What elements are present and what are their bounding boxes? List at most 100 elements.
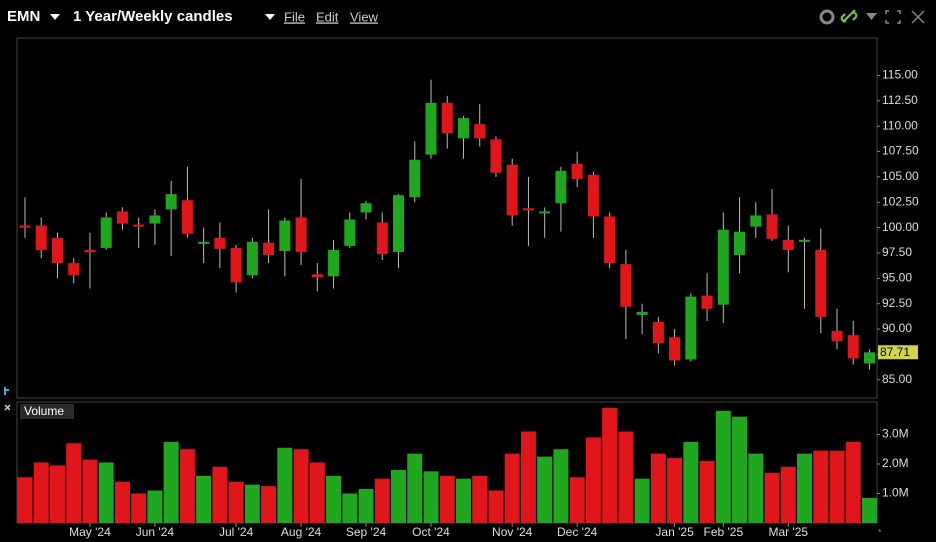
candle-body [116, 211, 128, 224]
candle-body [360, 203, 372, 213]
candle-body [133, 224, 145, 227]
volume-bar [520, 431, 536, 523]
volume-bar [715, 410, 731, 523]
candle-body [766, 214, 778, 239]
volume-bar [569, 477, 585, 523]
candle-body [263, 242, 275, 256]
candle-body [393, 195, 405, 252]
menu-edit[interactable]: Edit [316, 9, 339, 24]
period[interactable]: 1 Year/Weekly candles [73, 8, 233, 25]
settings-icon[interactable] [819, 9, 835, 25]
candle-body [571, 163, 583, 179]
x-tick-label: Feb '25 [703, 525, 743, 539]
candle-body [214, 237, 226, 249]
candle-body [636, 311, 648, 315]
symbol-dropdown[interactable] [50, 14, 60, 20]
volume-bar [845, 441, 861, 523]
y-tick-label: 97.50 [882, 245, 912, 259]
menu-view[interactable]: View [350, 9, 379, 24]
candle-body [295, 217, 307, 252]
candle-body [490, 139, 502, 173]
candle-body [506, 164, 518, 216]
candle-body [782, 239, 794, 250]
volume-bar [261, 486, 277, 523]
volume-bar [861, 497, 877, 523]
candle-body [376, 222, 388, 254]
last-price-box [878, 345, 918, 360]
corner-mark: * [878, 527, 882, 537]
candle-body [100, 217, 112, 248]
last-price-label: 87.71 [880, 345, 910, 359]
volume-bar [699, 461, 715, 523]
candle-body [669, 337, 681, 361]
candle-body [734, 231, 746, 256]
candle-body [717, 229, 729, 305]
x-tick-label: Dec '24 [557, 525, 598, 539]
volume-bar [114, 481, 130, 523]
volume-bar [98, 462, 114, 523]
volume-bar [66, 443, 82, 523]
volume-bar [196, 475, 212, 523]
candle-body [831, 331, 843, 342]
y-tick-label: 95.00 [882, 271, 912, 285]
candle-body [522, 208, 534, 211]
y-tick-label: 1.0M [882, 486, 909, 500]
volume-bar [553, 449, 569, 523]
x-tick-label: May '24 [69, 525, 111, 539]
volume-label-box [20, 404, 74, 419]
candle-body [750, 215, 762, 227]
volume-bar [244, 484, 260, 523]
remove-panel-icon[interactable] [4, 404, 11, 411]
volume-bar [326, 475, 342, 523]
candle-body [474, 124, 486, 139]
link-dropdown[interactable] [866, 13, 877, 20]
volume-bar [439, 475, 455, 523]
close-icon[interactable] [911, 10, 925, 24]
volume-bar [683, 441, 699, 523]
x-tick-label: Nov '24 [492, 525, 533, 539]
volume-bar [504, 453, 520, 523]
candle-body [799, 239, 811, 242]
x-tick-label: Sep '24 [346, 525, 387, 539]
y-tick-label: 115.00 [882, 68, 918, 82]
volume-bar [764, 472, 780, 523]
menu-file[interactable]: File [284, 9, 305, 24]
maximize-icon[interactable] [885, 10, 901, 24]
y-tick-label: 102.50 [882, 194, 919, 208]
candle-body [441, 102, 453, 134]
candle-body [539, 211, 551, 214]
volume-bar [585, 437, 601, 523]
candle-body [51, 237, 63, 264]
volume-bar [374, 478, 390, 523]
candle-body [701, 295, 713, 309]
candle-body [620, 264, 632, 307]
candle-body [84, 249, 96, 252]
x-tick-label: Jun '24 [136, 525, 175, 539]
candle-body [652, 321, 664, 344]
volume-bar [49, 465, 65, 523]
candle-body [181, 200, 193, 234]
volume-bar [228, 481, 244, 523]
volume-bar [407, 453, 423, 523]
panel-icon[interactable] [4, 387, 9, 395]
volume-bar [667, 458, 683, 523]
volume-bar [131, 493, 147, 523]
volume-bar [748, 453, 764, 523]
volume-bar [391, 469, 407, 523]
candle-body [35, 225, 47, 250]
symbol[interactable]: EMN [7, 8, 40, 25]
candle-body [279, 220, 291, 251]
volume-bar [488, 490, 504, 523]
candle-body [815, 249, 827, 317]
volume-bar [537, 456, 553, 523]
candle-body [604, 216, 616, 264]
volume-bar [650, 453, 666, 523]
volume-bar [342, 493, 358, 523]
candle-body [847, 335, 859, 359]
y-tick-label: 110.00 [882, 118, 918, 132]
period-dropdown[interactable] [265, 14, 275, 20]
volume-bar [147, 490, 163, 523]
link-icon[interactable] [840, 9, 858, 23]
volume-bar [212, 466, 228, 523]
